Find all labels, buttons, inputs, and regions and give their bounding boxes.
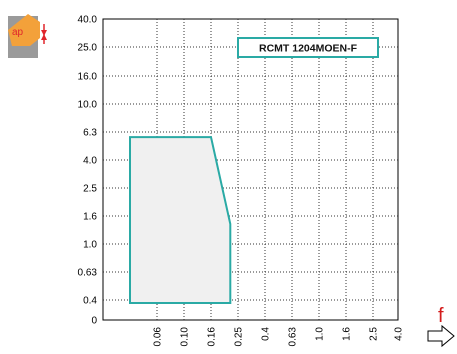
plot-frame [102, 18, 399, 321]
x-tick-label: 1.6 [342, 327, 353, 341]
right-arrow-icon [427, 324, 455, 348]
y-tick-label: 40.0 [78, 15, 98, 26]
y-tick-label: 0 [91, 316, 97, 327]
legend-label: RCMT 1204MOEN-F [259, 43, 358, 55]
x-tick-labels: 0.06 0.10 0.16 0.25 0.4 0.63 1.0 1.6 2.5 4.0 [153, 327, 405, 347]
y-tick-label: 4.0 [83, 156, 97, 167]
x-tick-label: 0.4 [261, 327, 272, 341]
icon-red-arrow-down [41, 30, 47, 36]
area-layer [129, 136, 232, 304]
y-tick-label: 6.3 [83, 128, 97, 139]
icon-red-arrow-up [41, 34, 47, 40]
series-area [129, 136, 232, 304]
y-tick-label: 10.0 [78, 100, 98, 111]
legend: RCMT 1204MOEN-F [237, 37, 379, 58]
y-tick-label: 16.0 [78, 72, 98, 83]
y-tick-label: 25.0 [78, 43, 98, 54]
x-tick-label: 4.0 [394, 327, 405, 341]
y-tick-label: 0.4 [83, 296, 97, 307]
y-tick-label: 1.0 [83, 240, 97, 251]
ap-axis-label: ap [12, 27, 24, 38]
y-tick-label: 0.63 [78, 268, 98, 279]
y-tick-label: 2.5 [83, 184, 97, 195]
y-tick-label: 1.6 [83, 212, 97, 223]
icon-insert-shape [8, 14, 40, 46]
x-tick-label: 2.5 [369, 327, 380, 341]
x-tick-label: 0.63 [288, 327, 299, 347]
x-tick-label: 0.25 [234, 327, 245, 347]
legend-box [237, 37, 379, 58]
x-tick-label: 0.06 [153, 327, 164, 347]
x-tick-label: 0.10 [180, 327, 191, 347]
y-tick-labels: 0 0.4 0.63 1.0 1.6 2.5 4.0 6.3 10.0 16.0 25.0 40.0 [78, 15, 98, 327]
x-tick-label: 1.0 [315, 327, 326, 341]
x-tick-label: 0.16 [207, 327, 218, 347]
depth-of-cut-icon: ap [8, 14, 47, 58]
f-axis-label: f [438, 305, 444, 327]
